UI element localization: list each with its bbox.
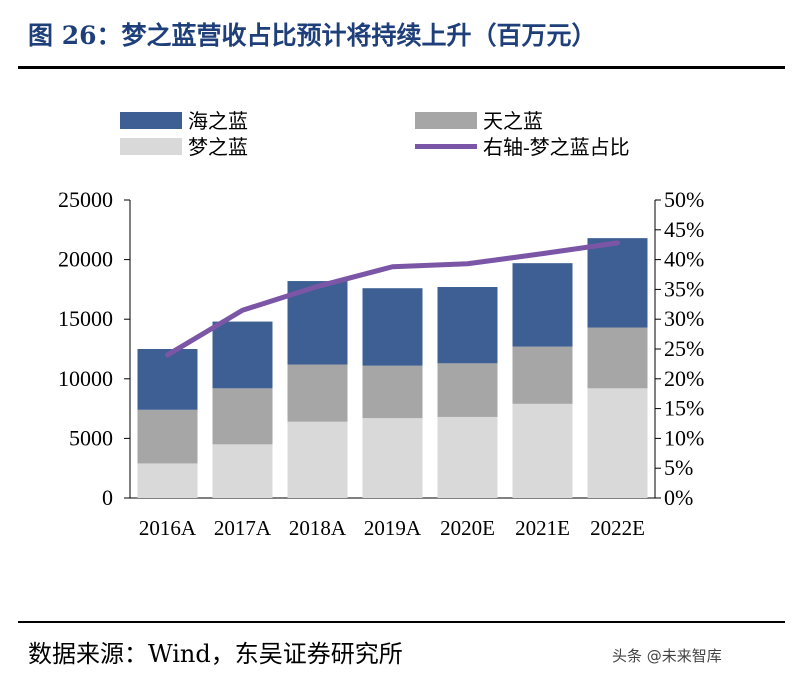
bar-segment: [137, 349, 198, 410]
y-tick-label: 20000: [58, 247, 113, 272]
y2-tick-label: 40%: [664, 247, 704, 272]
bar-segment: [212, 321, 273, 389]
y2-tick-label: 20%: [664, 366, 704, 391]
x-tick-label: 2020E: [440, 516, 495, 540]
bar-segment: [437, 363, 498, 417]
x-tick-label: 2018A: [289, 516, 347, 540]
source-note: 数据来源：Wind，东吴证券研究所: [28, 640, 403, 668]
bar-segment: [212, 444, 273, 498]
bar-segment: [587, 238, 648, 328]
legend-swatch: [120, 112, 182, 129]
figure-title: 图 26：梦之蓝营收占比预计将持续上升（百万元）: [28, 21, 597, 50]
bottom-rule: [18, 621, 785, 623]
y2-tick-label: 10%: [664, 425, 704, 450]
legend-label: 天之蓝: [483, 110, 543, 133]
y2-tick-label: 5%: [664, 455, 693, 480]
y2-tick-label: 0%: [664, 485, 693, 510]
y-tick-label: 5000: [69, 425, 113, 450]
bar-segment: [587, 327, 648, 389]
bar-segment: [287, 421, 348, 498]
ratio-line: [165, 240, 620, 358]
y2-tick-label: 50%: [664, 187, 704, 212]
watermark: 头条 @未来智库: [612, 647, 722, 665]
bars: [137, 238, 648, 498]
legend-swatch: [415, 112, 477, 129]
bar-segment: [362, 365, 423, 419]
x-tick-label: 2017A: [214, 516, 272, 540]
x-tick-label: 2022E: [590, 516, 645, 540]
bar-segment: [512, 263, 573, 347]
legend-label: 海之蓝: [188, 110, 248, 133]
bar-segment: [362, 418, 423, 498]
y2-tick-label: 30%: [664, 306, 704, 331]
bar-segment: [137, 463, 198, 498]
bar-segment: [512, 346, 573, 404]
y-tick-label: 0: [102, 485, 113, 510]
x-tick-label: 2019A: [364, 516, 422, 540]
axes: 0 5000 10000 15000 20000 25000 0% 5% 10% 15% 20% 25…: [58, 187, 704, 540]
bar-segment: [437, 287, 498, 364]
bar-segment: [512, 403, 573, 498]
y2-tick-label: 35%: [664, 276, 704, 301]
legend-label: 梦之蓝: [188, 136, 248, 159]
y2-tick-label: 15%: [664, 396, 704, 421]
ratio-line-group: [165, 240, 620, 358]
y2-tick-label: 45%: [664, 217, 704, 242]
x-tick-label: 2021E: [515, 516, 570, 540]
legend-swatch: [120, 138, 182, 155]
bar-segment: [587, 388, 648, 498]
bar-segment: [137, 409, 198, 464]
bar-segment: [362, 288, 423, 366]
y-tick-label: 25000: [58, 187, 113, 212]
bar-segment: [437, 416, 498, 498]
legend-label: 右轴-梦之蓝占比: [483, 136, 630, 159]
x-tick-label: 2016A: [139, 516, 197, 540]
bar-segment: [287, 364, 348, 422]
bar-segment: [212, 388, 273, 445]
y2-tick-label: 25%: [664, 336, 704, 361]
y-tick-label: 10000: [58, 366, 113, 391]
legend-swatch: [415, 144, 477, 149]
y-tick-label: 15000: [58, 306, 113, 331]
top-rule: [18, 66, 785, 69]
